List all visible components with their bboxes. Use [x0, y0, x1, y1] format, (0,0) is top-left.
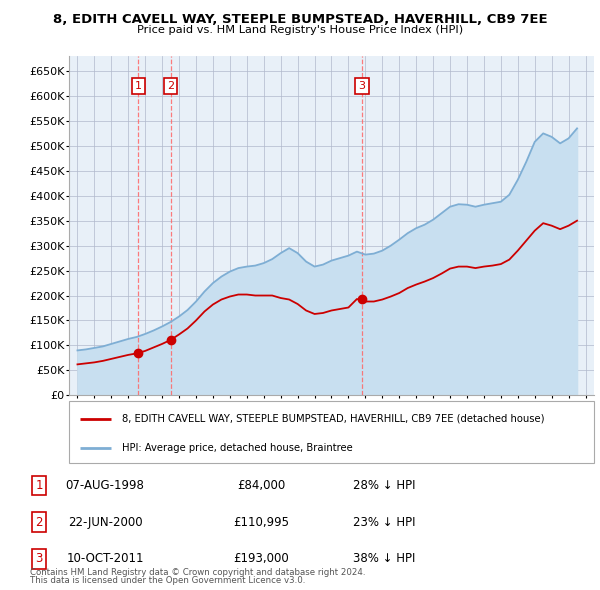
FancyBboxPatch shape: [69, 401, 594, 463]
Text: £110,995: £110,995: [233, 516, 289, 529]
Text: £193,000: £193,000: [233, 552, 289, 565]
Text: 10-OCT-2011: 10-OCT-2011: [66, 552, 144, 565]
Text: HPI: Average price, detached house, Braintree: HPI: Average price, detached house, Brai…: [121, 442, 352, 453]
Text: 1: 1: [35, 479, 43, 492]
Text: 28% ↓ HPI: 28% ↓ HPI: [353, 479, 415, 492]
Text: Price paid vs. HM Land Registry's House Price Index (HPI): Price paid vs. HM Land Registry's House …: [137, 25, 463, 35]
Text: 2: 2: [35, 516, 43, 529]
Text: £84,000: £84,000: [237, 479, 285, 492]
Text: 3: 3: [35, 552, 43, 565]
Text: 2: 2: [167, 81, 174, 91]
Text: 1: 1: [135, 81, 142, 91]
Text: This data is licensed under the Open Government Licence v3.0.: This data is licensed under the Open Gov…: [30, 576, 305, 585]
Text: 3: 3: [358, 81, 365, 91]
Text: 22-JUN-2000: 22-JUN-2000: [68, 516, 142, 529]
Text: 07-AUG-1998: 07-AUG-1998: [65, 479, 145, 492]
Text: Contains HM Land Registry data © Crown copyright and database right 2024.: Contains HM Land Registry data © Crown c…: [30, 568, 365, 577]
Text: 8, EDITH CAVELL WAY, STEEPLE BUMPSTEAD, HAVERHILL, CB9 7EE (detached house): 8, EDITH CAVELL WAY, STEEPLE BUMPSTEAD, …: [121, 414, 544, 424]
Text: 8, EDITH CAVELL WAY, STEEPLE BUMPSTEAD, HAVERHILL, CB9 7EE: 8, EDITH CAVELL WAY, STEEPLE BUMPSTEAD, …: [53, 13, 547, 26]
Text: 23% ↓ HPI: 23% ↓ HPI: [353, 516, 415, 529]
Text: 38% ↓ HPI: 38% ↓ HPI: [353, 552, 415, 565]
